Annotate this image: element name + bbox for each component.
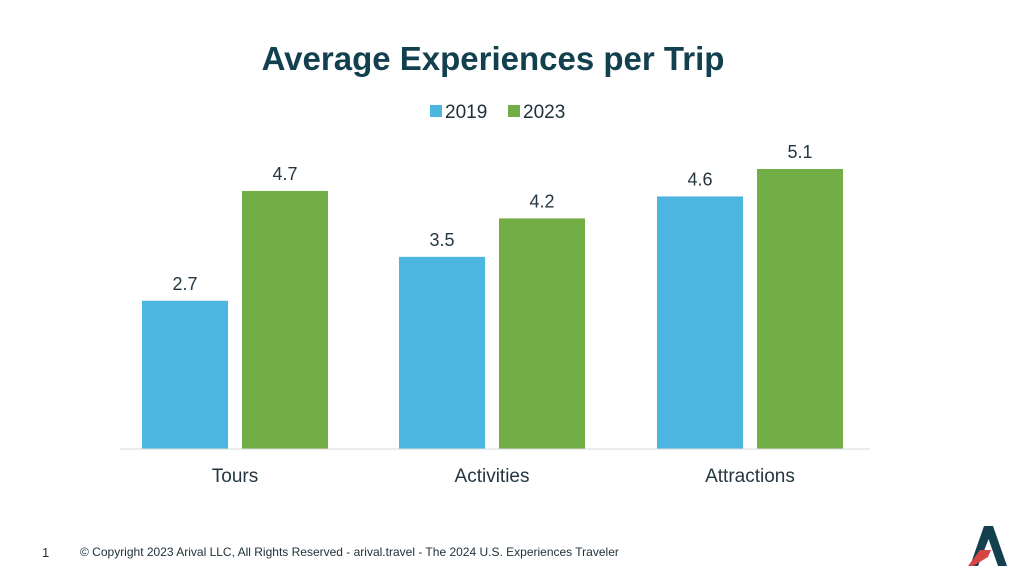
bar-attractions-2019	[657, 196, 743, 449]
bar-attractions-2023	[757, 169, 843, 449]
data-label-attractions-2023: 5.1	[787, 142, 812, 162]
legend-label-2023: 2023	[523, 102, 565, 123]
value-labels: 2.7 4.7 3.5 4.2 4.6 5.1	[172, 142, 812, 294]
logo-red-shape	[968, 550, 991, 566]
legend-swatch-2023	[508, 105, 520, 117]
page-number: 1	[42, 545, 50, 560]
data-label-tours-2023: 4.7	[272, 164, 297, 184]
bars	[142, 169, 843, 449]
legend-label-2019: 2019	[445, 102, 487, 123]
bar-tours-2023	[242, 190, 328, 449]
footer: 1 © Copyright 2023 Arival LLC, All Right…	[0, 516, 1024, 576]
data-label-attractions-2019: 4.6	[687, 169, 712, 189]
category-labels: Tours Activities Attractions	[212, 466, 795, 487]
chart-title: Average Experiences per Trip	[262, 40, 725, 77]
copyright-text: © Copyright 2023 Arival LLC, All Rights …	[80, 545, 619, 559]
bar-activities-2019	[399, 256, 485, 449]
data-label-activities-2019: 3.5	[429, 230, 454, 250]
category-label-activities: Activities	[455, 466, 530, 487]
legend: 2019 2023	[430, 102, 565, 123]
bar-chart: Average Experiences per Trip 2019 2023 2.…	[120, 40, 870, 487]
legend-swatch-2019	[430, 105, 442, 117]
arival-logo-icon	[968, 526, 1007, 566]
logo-navy-shape	[984, 526, 1007, 566]
data-label-activities-2023: 4.2	[529, 191, 554, 211]
category-label-attractions: Attractions	[705, 466, 795, 487]
data-label-tours-2019: 2.7	[172, 274, 197, 294]
category-label-tours: Tours	[212, 466, 258, 487]
logo-navy-left	[970, 526, 989, 566]
bar-activities-2023	[499, 218, 585, 449]
bar-tours-2019	[142, 300, 228, 449]
